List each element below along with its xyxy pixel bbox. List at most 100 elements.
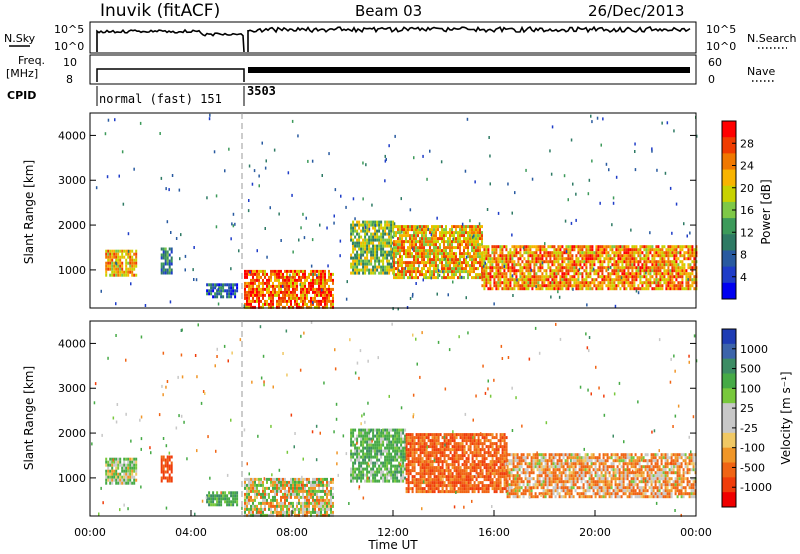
heatmap-cell xyxy=(549,260,552,264)
heatmap-cell xyxy=(376,244,379,248)
heatmap-cell xyxy=(671,231,673,235)
heatmap-cell xyxy=(620,276,623,280)
heatmap-cell xyxy=(671,287,674,291)
heatmap-cell xyxy=(601,284,604,288)
heatmap-cell xyxy=(515,248,518,252)
heatmap-cell xyxy=(252,305,254,309)
heatmap-cell xyxy=(262,513,264,517)
heatmap-cell xyxy=(577,260,580,264)
heatmap-cell xyxy=(615,278,618,282)
heatmap-cell xyxy=(384,449,387,453)
heatmap-cell xyxy=(611,251,614,255)
heatmap-cell xyxy=(352,470,355,474)
heatmap-cell xyxy=(457,276,459,280)
heatmap-cell xyxy=(503,284,506,288)
heatmap-cell xyxy=(473,258,475,262)
heatmap-cell xyxy=(663,254,666,258)
heatmap-cell xyxy=(419,472,422,476)
heatmap-cell xyxy=(419,487,422,491)
heatmap-cell xyxy=(360,479,363,483)
heatmap-cell xyxy=(249,270,251,274)
heatmap-cell xyxy=(304,495,306,499)
heatmap-cell xyxy=(463,439,466,443)
heatmap-cell xyxy=(284,510,286,514)
heatmap-cell xyxy=(258,287,260,291)
heatmap-cell xyxy=(527,278,530,282)
heatmap-cell xyxy=(431,454,434,458)
heatmap-cell xyxy=(563,281,566,285)
heatmap-cell xyxy=(230,494,233,498)
heatmap-cell xyxy=(529,272,532,276)
heatmap-cell xyxy=(397,307,399,311)
heatmap-cell xyxy=(266,255,268,259)
heatmap-cell xyxy=(631,281,634,285)
heatmap-cell xyxy=(415,484,418,488)
heatmap-cell xyxy=(457,225,459,229)
heatmap-cell xyxy=(411,436,414,440)
heatmap-cell xyxy=(447,293,449,297)
heatmap-cell xyxy=(665,254,668,258)
heatmap-cell xyxy=(553,263,556,267)
heatmap-cell xyxy=(133,252,136,256)
heatmap-cell xyxy=(330,290,332,294)
heatmap-cell xyxy=(673,269,676,273)
heatmap-cell xyxy=(407,457,410,461)
heatmap-cell xyxy=(527,254,530,258)
heatmap-cell xyxy=(495,269,498,273)
heatmap-cell xyxy=(310,483,312,487)
heatmap-cell xyxy=(284,269,286,273)
heatmap-cell xyxy=(651,269,654,273)
heatmap-cell xyxy=(605,278,608,282)
heatmap-cell xyxy=(248,483,250,487)
heatmap-cell xyxy=(689,284,692,288)
heatmap-cell xyxy=(246,498,248,502)
heatmap-cell xyxy=(378,458,381,462)
heatmap-cell xyxy=(409,469,412,473)
heatmap-cell xyxy=(501,248,504,252)
heatmap-cell xyxy=(465,255,468,259)
heatmap-cell xyxy=(597,248,600,252)
heatmap-cell xyxy=(300,480,302,484)
heatmap-cell xyxy=(268,495,270,499)
heatmap-cell xyxy=(310,287,312,291)
heatmap-cell xyxy=(487,260,490,264)
heatmap-cell xyxy=(411,252,413,256)
heatmap-cell xyxy=(280,495,282,499)
heatmap-cell xyxy=(433,475,436,479)
heatmap-cell xyxy=(310,264,313,268)
heatmap-cell xyxy=(443,472,446,476)
heatmap-cell xyxy=(550,295,552,299)
heatmap-cell xyxy=(244,492,246,496)
heatmap-cell xyxy=(569,257,572,261)
heatmap-cell xyxy=(515,254,518,258)
heatmap-cell xyxy=(397,249,399,253)
heatmap-cell xyxy=(399,225,401,229)
heatmap-cell xyxy=(252,498,254,502)
heatmap-cell xyxy=(306,302,308,306)
heatmap-cell xyxy=(165,187,167,191)
heatmap-cell xyxy=(634,168,637,172)
heatmap-cell xyxy=(429,270,431,274)
heatmap-cell xyxy=(449,231,451,235)
heatmap-cell xyxy=(288,489,290,493)
heatmap-cell xyxy=(511,287,514,291)
heatmap-cell xyxy=(314,501,316,505)
heatmap-cell xyxy=(115,478,118,482)
heatmap-cell xyxy=(543,254,546,258)
heatmap-cell xyxy=(501,257,504,261)
heatmap-cell xyxy=(439,460,442,464)
heatmap-cell xyxy=(455,225,457,229)
heatmap-cell xyxy=(567,278,570,282)
heatmap-cell xyxy=(262,501,264,505)
heatmap-cell xyxy=(314,507,316,511)
heatmap-cell xyxy=(302,489,304,493)
heatmap-cell xyxy=(441,231,443,235)
heatmap-cell xyxy=(170,247,173,251)
heatmap-cell xyxy=(479,264,481,268)
heatmap-cell xyxy=(230,283,233,287)
heatmap-cell xyxy=(220,500,223,504)
heatmap-cell xyxy=(493,272,496,276)
heatmap-cell xyxy=(451,273,453,277)
heatmap-cell xyxy=(415,457,418,461)
heatmap-cell xyxy=(437,228,439,232)
